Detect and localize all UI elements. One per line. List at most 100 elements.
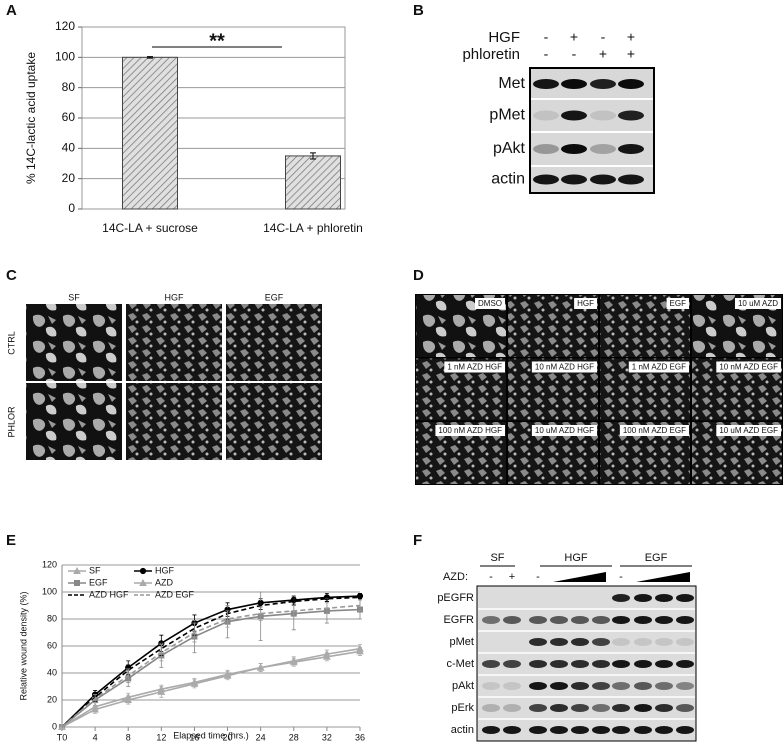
blot-band <box>634 616 652 624</box>
panel-letter: C <box>6 267 17 284</box>
treatment-sign: + <box>570 29 578 45</box>
micrograph <box>126 383 222 460</box>
x-tick-label: 24 <box>256 732 266 742</box>
blot-band <box>612 594 630 602</box>
series-line <box>61 647 361 728</box>
blot-band <box>634 704 652 712</box>
label-box <box>619 425 689 436</box>
blot-band <box>482 682 500 690</box>
treatment-sign: - <box>536 571 540 583</box>
micrograph-label: 100 nM AZD HGF <box>438 426 502 435</box>
error-bar <box>310 152 316 160</box>
blot-band <box>590 174 616 185</box>
dose-wedge <box>553 572 606 582</box>
blot-band <box>482 616 500 624</box>
treatment-sign: + <box>627 29 635 45</box>
treatment-sign: - <box>544 29 549 45</box>
x-tick-label: 36 <box>355 732 365 742</box>
blot-row-label: c-Met <box>447 658 475 670</box>
legend-marker <box>73 566 81 574</box>
series-line <box>61 604 361 728</box>
micrograph-label: 10 nM AZD HGF <box>535 363 594 372</box>
y-tick-label: 60 <box>47 640 57 650</box>
bar <box>122 56 178 210</box>
blot-band <box>571 616 589 624</box>
blot-band <box>655 638 673 646</box>
treatment-sign: + <box>599 46 607 62</box>
label-box <box>628 361 689 373</box>
blot-band <box>592 682 610 690</box>
significance-label: ** <box>209 30 225 52</box>
micrograph <box>26 304 122 381</box>
bar <box>285 155 341 210</box>
treatment-sign: + <box>509 571 515 583</box>
blot-band <box>676 616 694 624</box>
blot-band <box>655 594 673 602</box>
blot-band <box>550 638 568 646</box>
blot-band <box>561 110 587 121</box>
blot-band <box>618 174 644 185</box>
treatment-sign: - <box>544 46 549 62</box>
error-bar <box>147 56 153 59</box>
blot-band <box>561 144 587 154</box>
y-axis-label: % 14C-lactic acid uptake <box>24 52 38 184</box>
blot-band <box>590 110 616 121</box>
blot-band <box>533 79 559 89</box>
blot-band <box>529 616 547 624</box>
micrograph-label: 1 nM AZD EGF <box>632 363 686 372</box>
x-tick-label: 20 <box>223 732 233 742</box>
blot-row-label: EGFR <box>443 614 474 626</box>
blot-band <box>655 682 673 690</box>
point <box>124 693 133 701</box>
blot-band <box>676 638 694 646</box>
x-tick-label: 8 <box>126 732 131 742</box>
panel-letter: B <box>413 2 424 19</box>
blot-band <box>482 704 500 712</box>
treatment-sign: - <box>489 571 493 583</box>
blot-band <box>550 616 568 624</box>
treatment-sign: + <box>627 46 635 62</box>
blot-band <box>634 682 652 690</box>
micrograph-label: EGF <box>670 299 687 308</box>
blot-row-label: Met <box>498 75 525 92</box>
panel-letter: A <box>6 2 17 19</box>
point <box>91 702 99 710</box>
blot-band <box>550 704 568 712</box>
group-label: HGF <box>564 552 588 564</box>
row-label: PHLOR <box>6 406 16 438</box>
blot-band <box>529 704 547 712</box>
label-box <box>574 298 597 309</box>
treatment-label: AZD: <box>443 571 468 583</box>
blot-band <box>676 660 694 668</box>
blot-band <box>590 144 616 154</box>
micrograph-label: 1 nM AZD HGF <box>447 363 502 372</box>
group-label: EGF <box>645 552 668 564</box>
label-box <box>531 425 597 436</box>
blot-band <box>571 638 589 646</box>
point <box>356 647 364 655</box>
column-label: HGF <box>165 292 185 302</box>
x-tick-label: 12 <box>156 732 166 742</box>
y-axis-label: Relative wound density (%) <box>18 591 28 700</box>
column-label: EGF <box>265 292 284 302</box>
blot-band <box>482 660 500 668</box>
series-line <box>61 595 361 728</box>
blot-band <box>550 726 568 734</box>
blot-band <box>533 174 559 185</box>
blot-band <box>676 726 694 734</box>
x-tick-label: 14C-LA + sucrose <box>102 221 198 235</box>
blot-row-label: actin <box>491 171 525 188</box>
x-tick-label: 16 <box>189 732 199 742</box>
blot-band <box>503 704 521 712</box>
blot-band <box>634 594 652 602</box>
y-tick-label: 40 <box>62 141 76 155</box>
panel-letter: F <box>413 532 422 549</box>
blot-band <box>571 726 589 734</box>
blot-band <box>592 726 610 734</box>
blot-band <box>571 682 589 690</box>
blot-band <box>655 704 673 712</box>
micrograph-label: 100 nM AZD EGF <box>623 426 686 435</box>
group-label: SF <box>490 552 504 564</box>
label-box <box>531 361 597 373</box>
